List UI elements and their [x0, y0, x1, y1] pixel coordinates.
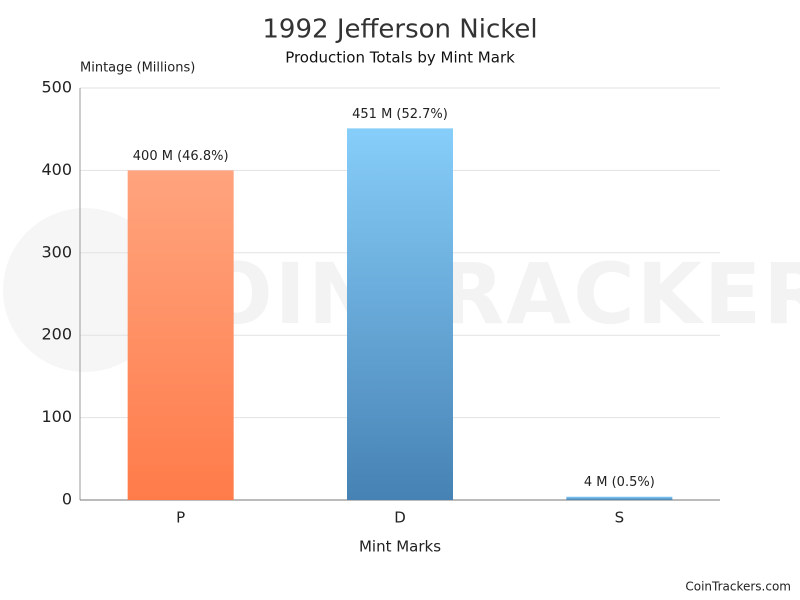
value-label: 451 M (52.7%): [352, 107, 448, 122]
y-tick-label: 200: [41, 325, 72, 344]
watermark: COINTRACKERS: [138, 245, 800, 343]
value-label: 400 M (46.8%): [133, 149, 229, 164]
y-tick-label: 400: [41, 160, 72, 179]
y-tick-label: 500: [41, 78, 72, 97]
footer: CoinTrackers.com: [685, 580, 791, 594]
value-label: 4 M (0.5%): [584, 475, 655, 490]
y-tick-label: 300: [41, 242, 72, 261]
chart-subtitle: Production Totals by Mint Mark: [285, 49, 515, 67]
bar: [127, 170, 234, 500]
y-tick-label: 0: [62, 490, 72, 509]
bar: [566, 496, 673, 500]
x-tick-label: P: [176, 509, 185, 527]
y-axis-label: Mintage (Millions): [80, 61, 195, 76]
x-axis-label: Mint Marks: [359, 538, 441, 556]
chart-title: 1992 Jefferson Nickel: [262, 15, 537, 45]
y-tick-label: 100: [41, 407, 72, 426]
bar: [347, 128, 453, 500]
x-tick-label: D: [394, 509, 406, 527]
watermark-logo: [3, 208, 167, 372]
x-tick-label: S: [615, 509, 625, 527]
